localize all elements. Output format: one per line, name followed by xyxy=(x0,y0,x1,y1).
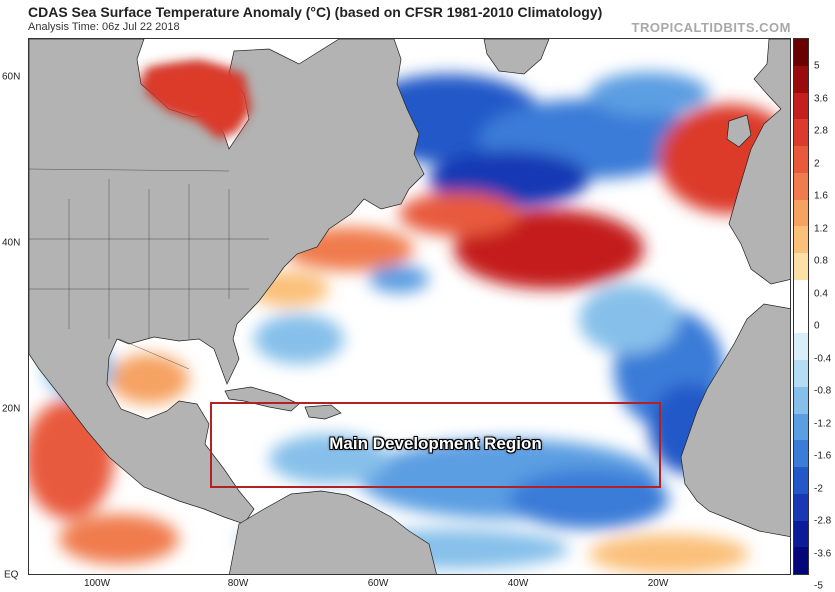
colorbar-tick-label: 0.8 xyxy=(814,255,828,267)
colorbar-tick-label: -2.8 xyxy=(814,515,832,527)
colorbar-tick-label: -1.6 xyxy=(814,450,832,462)
colorbar-tick-label: 0 xyxy=(814,320,820,332)
lat-label-60n: 60N xyxy=(2,71,21,83)
colorbar-segment xyxy=(794,520,808,548)
colorbar-segment xyxy=(794,413,808,441)
colorbar-tick-label: -5 xyxy=(814,580,823,592)
colorbar-segment xyxy=(794,253,808,280)
land-africa xyxy=(680,303,790,537)
colorbar-segment xyxy=(794,92,808,120)
colorbar-tick-label: 0.4 xyxy=(814,288,828,299)
hudson-bay xyxy=(146,60,252,140)
colorbar-tick-label: -1.2 xyxy=(814,418,832,429)
colorbar xyxy=(793,38,809,575)
colorbar-segment xyxy=(794,386,808,414)
colorbar-tick-label: 1.6 xyxy=(814,190,828,202)
map-canvas xyxy=(29,39,790,574)
admin-borders xyxy=(29,168,269,370)
colorbar-tick-label: -0.8 xyxy=(814,385,832,397)
colorbar-tick-label: 5 xyxy=(814,60,820,72)
colorbar-segment xyxy=(794,146,808,173)
colorbar-tick-label: 1.2 xyxy=(814,223,828,234)
colorbar-tick-label: -3.6 xyxy=(814,548,832,559)
colorbar-segment xyxy=(794,119,808,146)
colorbar-segment xyxy=(794,333,808,360)
main-development-region-label: Main Development Region xyxy=(329,434,542,453)
colorbar-segment xyxy=(794,306,808,334)
colorbar-segment xyxy=(794,467,808,494)
map-title: CDAS Sea Surface Temperature Anomaly (°C… xyxy=(28,4,603,20)
colorbar-tick-label: -0.4 xyxy=(814,353,832,364)
analysis-time: Analysis Time: 06z Jul 22 2018 xyxy=(28,21,180,33)
lat-label-20n: 20N xyxy=(2,403,21,415)
colorbar-segment xyxy=(794,226,808,253)
colorbar-segment xyxy=(794,172,808,200)
land-europe xyxy=(728,39,790,285)
colorbar-segment xyxy=(794,39,808,66)
main-development-region-box: Main Development Region xyxy=(210,402,661,488)
land-masses xyxy=(29,39,790,574)
colorbar-tick-label: -2 xyxy=(814,483,823,494)
brand-watermark: TROPICALTIDBITS.COM xyxy=(631,20,791,35)
lon-label-80w: 80W xyxy=(227,578,249,589)
land-british-isles xyxy=(726,114,752,148)
colorbar-segment xyxy=(794,279,808,307)
land-greenland xyxy=(483,39,550,75)
colorbar-segment xyxy=(794,65,808,93)
land-south-america xyxy=(229,490,437,574)
sst-anomaly-map: Main Development Region xyxy=(28,38,791,575)
lon-label-40w: 40W xyxy=(507,578,529,589)
colorbar-segment xyxy=(794,199,808,227)
colorbar-segment xyxy=(794,493,808,521)
land-hispaniola xyxy=(304,404,342,420)
lon-label-20w: 20W xyxy=(647,578,669,589)
land-cuba xyxy=(224,386,300,412)
colorbar-segment xyxy=(794,360,808,387)
colorbar-segment xyxy=(794,440,808,467)
lat-label-40n: 40N xyxy=(2,237,21,249)
colorbar-tick-label: 3.6 xyxy=(814,93,828,104)
lat-label-eq: EQ xyxy=(4,569,19,581)
colorbar-segment xyxy=(794,547,808,574)
colorbar-tick-label: 2.8 xyxy=(814,125,828,137)
lon-label-60w: 60W xyxy=(367,578,389,589)
lon-label-100w: 100W xyxy=(83,578,111,589)
colorbar-tick-label: 2 xyxy=(814,158,820,169)
